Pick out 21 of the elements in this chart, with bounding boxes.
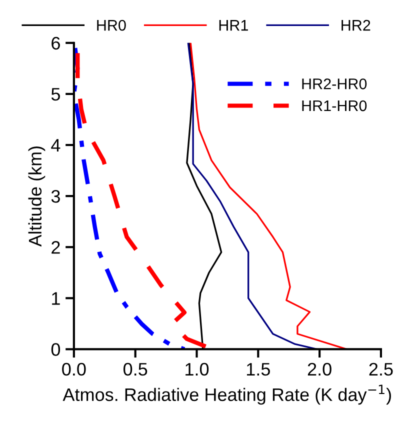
- x-tick-label: 2.5: [369, 362, 393, 376]
- legend-label: HR0: [97, 20, 126, 31]
- y-tick-label: 1: [52, 292, 60, 305]
- legend-label: HR1-HR0: [302, 100, 367, 112]
- y-tick-label: 5: [51, 88, 60, 101]
- x-tick-label: 0.0: [62, 362, 86, 376]
- y-axis-title: Altitude (km): [28, 146, 46, 247]
- y-tick-label: 2: [52, 241, 60, 254]
- line-series: [74, 46, 187, 350]
- legend-label: HR1: [219, 20, 248, 31]
- y-tick-label: 0: [51, 343, 60, 356]
- x-tick-label: 0.5: [123, 362, 148, 376]
- x-tick-label: 1.0: [186, 362, 209, 376]
- y-tick-label: 6: [52, 36, 60, 50]
- x-tick-label: 2.0: [308, 362, 332, 376]
- x-tick-label: 1.5: [246, 363, 270, 376]
- x-axis-title: Atmos. Radiative Heating Rate (K day$^{−1}$): [62, 384, 391, 405]
- legend-label: HR2-HR0: [302, 78, 367, 90]
- legend-label: HR2: [342, 20, 370, 31]
- y-tick-label: 3: [51, 190, 60, 203]
- y-tick-label: 4: [51, 139, 60, 152]
